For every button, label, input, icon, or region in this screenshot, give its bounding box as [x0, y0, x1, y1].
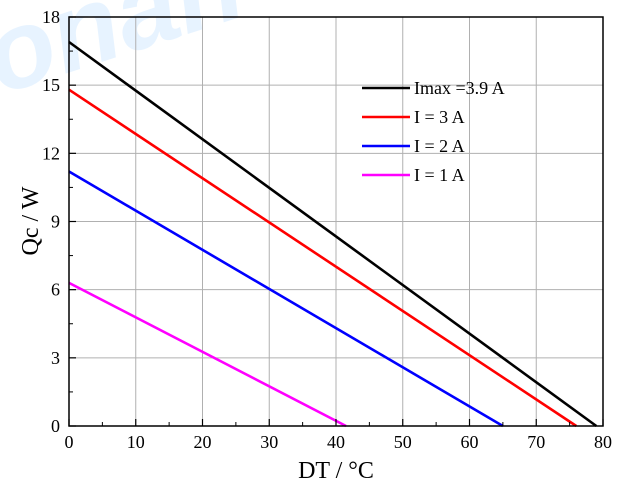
x-tick-label: 80 — [594, 432, 612, 452]
y-tick-label: 15 — [42, 75, 60, 95]
legend-label: Imax =3.9 A — [414, 78, 505, 98]
grid — [69, 17, 603, 426]
y-tick-label: 9 — [51, 212, 60, 232]
x-tick-label: 30 — [260, 432, 278, 452]
y-axis-title: Qc / W — [18, 186, 44, 255]
x-tick-label: 60 — [461, 432, 479, 452]
x-axis-title: DT / °C — [298, 458, 374, 484]
series-line-1 — [68, 40, 598, 428]
legend-label: I = 3 A — [414, 107, 465, 127]
legend: Imax =3.9 A I = 3 A I = 2 A I = 1 A — [362, 78, 505, 185]
series-line-4 — [68, 281, 347, 428]
series-group — [68, 40, 598, 428]
legend-label: I = 1 A — [414, 165, 465, 185]
axis-ticks: 0 10 20 30 40 50 60 70 80 0 3 6 9 12 15 18 — [42, 7, 612, 452]
y-tick-label: 3 — [51, 348, 60, 368]
x-tick-label: 10 — [127, 432, 145, 452]
x-tick-label: 20 — [194, 432, 212, 452]
y-tick-label: 18 — [42, 7, 60, 27]
x-tick-label: 50 — [394, 432, 412, 452]
legend-label: I = 2 A — [414, 136, 465, 156]
y-tick-label: 0 — [51, 416, 60, 436]
x-tick-label: 40 — [327, 432, 345, 452]
series-line-3 — [68, 170, 504, 428]
series-line-2 — [68, 88, 578, 428]
x-tick-label: 70 — [527, 432, 545, 452]
y-tick-label: 6 — [51, 280, 60, 300]
y-tick-label: 12 — [42, 143, 60, 163]
x-tick-label: 0 — [65, 432, 74, 452]
